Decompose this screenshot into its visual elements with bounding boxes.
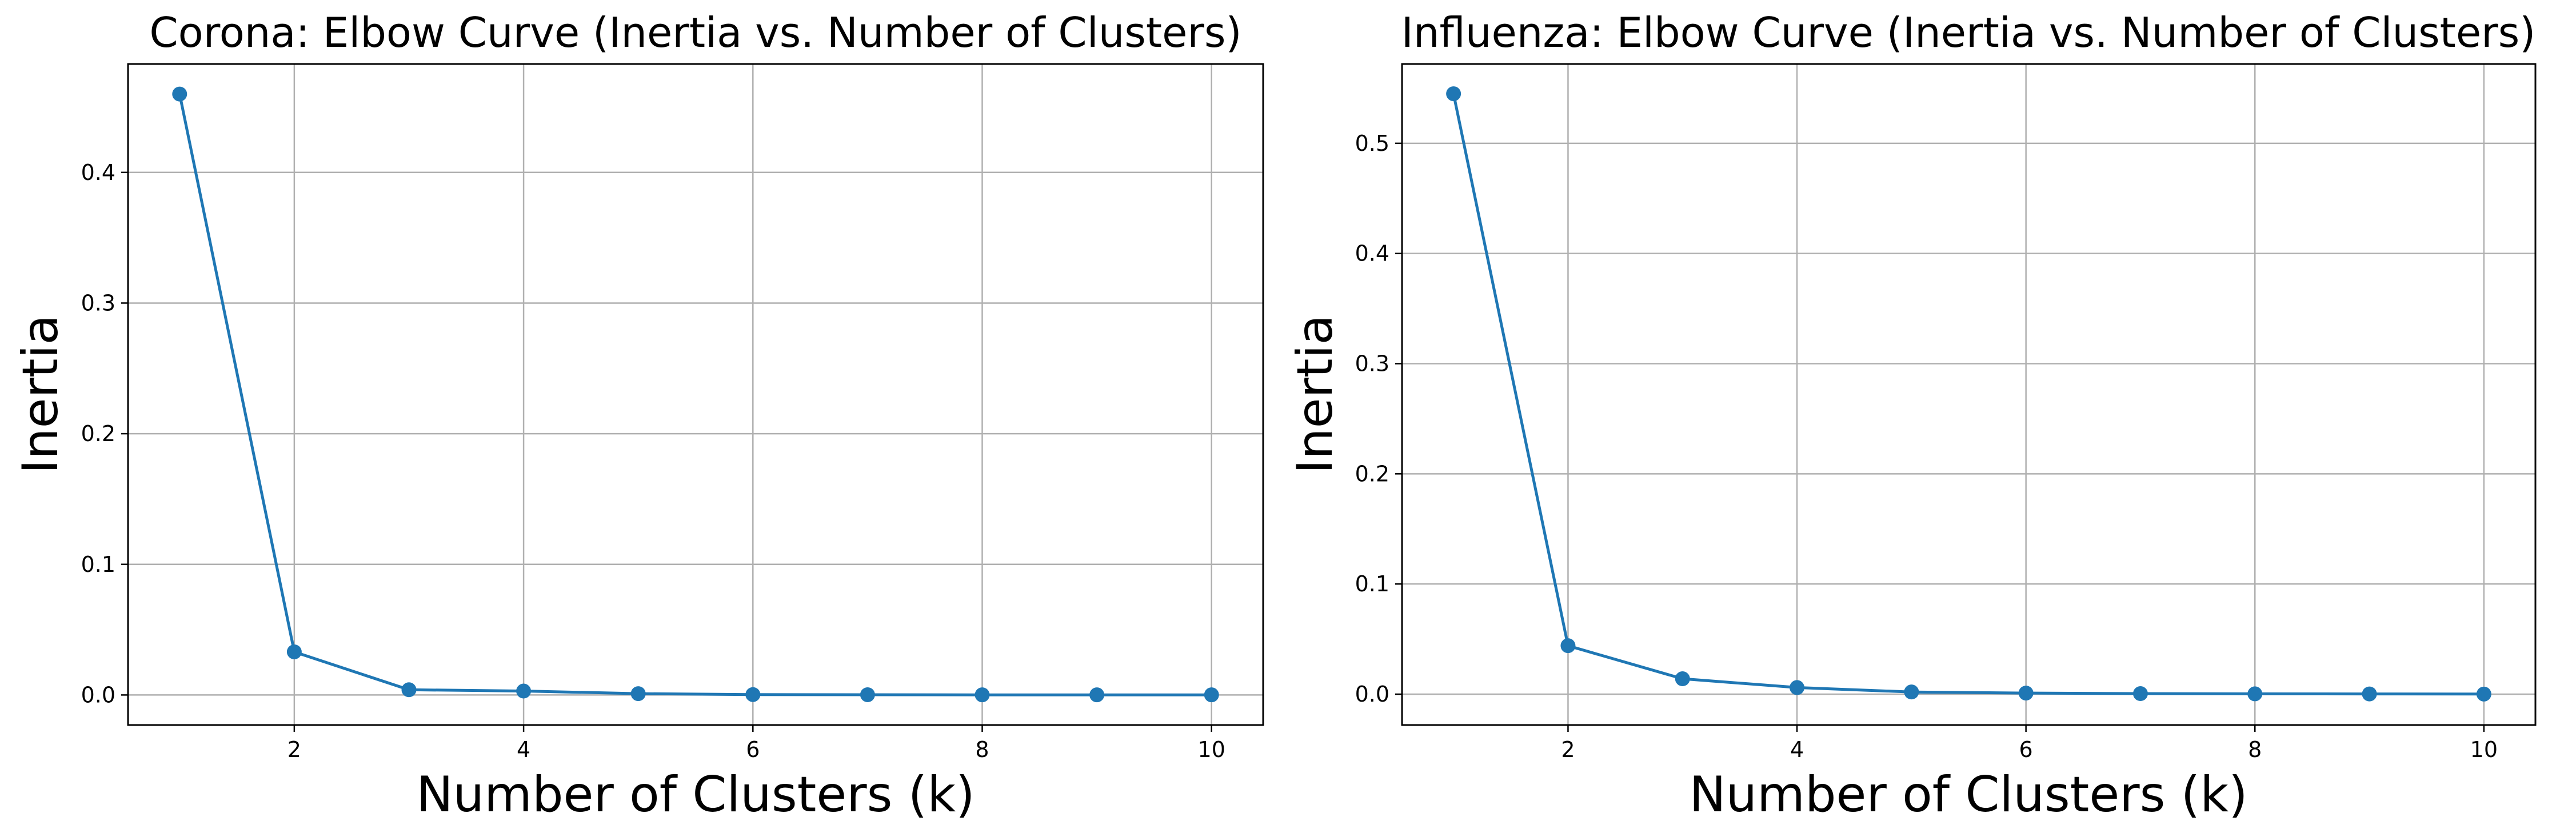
- axis-ticks: 2 4 6 8 10 0.0 0.1 0.2 0.3 0.4: [81, 160, 1225, 762]
- axes-frame: [1401, 63, 2537, 726]
- chart-title: Influenza: Elbow Curve (Inertia vs. Numb…: [1401, 9, 2536, 57]
- series-line-group: [172, 86, 1219, 703]
- data-point: [630, 686, 646, 702]
- axis-ticks: 2 4 6 8 10 0.0 0.1 0.2 0.3 0.4 0.5: [1355, 131, 2498, 762]
- y-tick-label: 0.5: [1355, 131, 1389, 156]
- x-tick-label: 2: [1561, 737, 1575, 762]
- data-point: [2018, 686, 2034, 701]
- grid-lines: [128, 64, 1263, 725]
- data-point: [2362, 686, 2377, 702]
- series-line: [178, 94, 1212, 696]
- x-tick-label: 4: [517, 737, 530, 762]
- x-tick-label: 4: [1790, 737, 1804, 762]
- y-tick-label: 0.3: [1355, 351, 1389, 377]
- data-point: [1675, 671, 1690, 687]
- data-point: [975, 687, 990, 703]
- x-tick-label: 8: [975, 737, 989, 762]
- series-line: [1452, 93, 2484, 696]
- data-point: [1089, 687, 1105, 703]
- data-point: [2132, 686, 2148, 702]
- series-line-group: [1446, 86, 2491, 702]
- data-point: [1204, 687, 1219, 703]
- chart-influenza-elbow: Influenza: Elbow Curve (Inertia vs. Numb…: [1287, 9, 2537, 823]
- data-point: [1790, 680, 1805, 695]
- y-tick-label: 0.2: [81, 421, 115, 446]
- y-axis-label: Inertia: [12, 315, 69, 474]
- x-tick-label: 6: [2019, 737, 2033, 762]
- data-point: [1560, 638, 1576, 654]
- y-tick-label: 0.1: [1355, 571, 1389, 596]
- axes-frame: [127, 63, 1264, 726]
- y-tick-label: 0.3: [81, 290, 115, 315]
- y-tick-label: 0.0: [1355, 682, 1389, 707]
- y-tick-label: 0.4: [81, 160, 115, 185]
- y-tick-label: 0.4: [1355, 241, 1389, 266]
- y-tick-label: 0.0: [81, 682, 115, 707]
- data-point: [286, 644, 302, 659]
- data-point: [2476, 686, 2491, 702]
- x-tick-label: 10: [1198, 737, 1225, 762]
- chart-corona-elbow: Corona: Elbow Curve (Inertia vs. Number …: [12, 9, 1264, 823]
- data-point: [2247, 686, 2263, 702]
- x-tick-label: 2: [287, 737, 301, 762]
- data-point: [172, 86, 187, 102]
- y-tick-label: 0.2: [1355, 461, 1389, 486]
- data-point: [516, 683, 532, 699]
- y-axis-label: Inertia: [1287, 315, 1344, 474]
- data-point: [401, 682, 417, 698]
- data-point: [1904, 684, 1919, 700]
- y-tick-label: 0.1: [81, 552, 115, 577]
- data-point: [745, 687, 761, 702]
- chart-title: Corona: Elbow Curve (Inertia vs. Number …: [149, 9, 1241, 57]
- x-tick-label: 8: [2248, 737, 2262, 762]
- x-tick-label: 10: [2470, 737, 2498, 762]
- x-axis-label: Number of Clusters (k): [416, 766, 975, 823]
- x-tick-label: 6: [746, 737, 760, 762]
- data-point: [860, 687, 875, 702]
- data-point: [1446, 86, 1461, 102]
- x-axis-label: Number of Clusters (k): [1689, 766, 2247, 823]
